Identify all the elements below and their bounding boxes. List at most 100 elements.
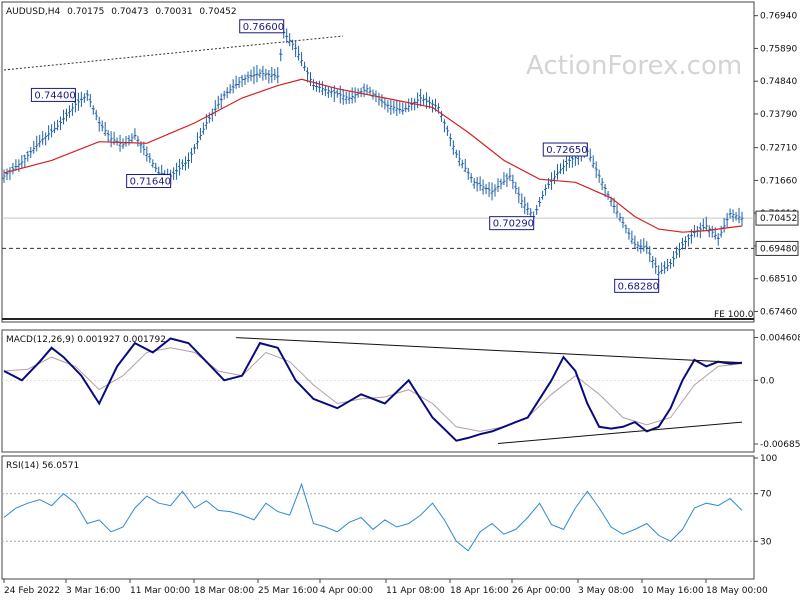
price-bar bbox=[475, 176, 479, 192]
svg-text:0.72650: 0.72650 bbox=[546, 145, 587, 156]
price-bar bbox=[240, 74, 244, 88]
price-bar bbox=[288, 33, 292, 47]
svg-text:0.74400: 0.74400 bbox=[34, 90, 75, 101]
price-bar bbox=[79, 91, 83, 107]
price-bar bbox=[627, 228, 631, 240]
price-bar bbox=[642, 238, 646, 252]
price-bar bbox=[651, 255, 655, 269]
price-bar bbox=[672, 250, 676, 267]
price-bar bbox=[273, 68, 277, 81]
price-bar bbox=[618, 212, 622, 222]
price-bar bbox=[59, 116, 63, 131]
price-bar bbox=[600, 178, 604, 191]
price-bar bbox=[407, 98, 411, 112]
time-axis: 24 Feb 2022 3 Mar 16:00 11 Mar 00:00 18 Mar… bbox=[3, 579, 768, 596]
price-bar bbox=[502, 172, 506, 185]
price-bar bbox=[505, 173, 509, 188]
annotation-label: 0.71640 bbox=[126, 174, 172, 189]
price-bar bbox=[50, 124, 54, 138]
time-tick-label: 3 May 08:00 bbox=[578, 586, 634, 596]
high-value: 0.70473 bbox=[111, 7, 148, 17]
price-bar bbox=[20, 155, 24, 169]
price-bar bbox=[100, 120, 104, 132]
price-bar bbox=[487, 182, 491, 198]
price-bar bbox=[680, 237, 684, 250]
price-bar bbox=[395, 100, 399, 117]
price-bar bbox=[448, 133, 452, 147]
price-bar bbox=[386, 100, 390, 113]
price-bar bbox=[404, 103, 408, 113]
price-tick-label: 0.75890 bbox=[760, 44, 797, 54]
price-bar bbox=[383, 97, 387, 110]
price-bar bbox=[734, 211, 738, 221]
price-bar bbox=[231, 79, 235, 94]
price-bar bbox=[457, 150, 461, 167]
rsi-axis: 100 70 30 bbox=[754, 454, 777, 547]
price-bar bbox=[228, 84, 232, 94]
price-bar bbox=[606, 190, 610, 200]
price-bar bbox=[621, 216, 625, 229]
price-bar bbox=[249, 69, 253, 82]
price-bar bbox=[663, 261, 667, 274]
price-bar bbox=[41, 131, 45, 145]
price-bar bbox=[520, 193, 524, 209]
price-bar bbox=[103, 122, 107, 137]
price-bar bbox=[297, 45, 301, 61]
price-bar bbox=[172, 167, 176, 180]
price-bar bbox=[11, 162, 15, 175]
price-bar bbox=[633, 235, 637, 249]
time-tick-label: 18 May 00:00 bbox=[706, 586, 768, 596]
price-bar bbox=[234, 75, 238, 89]
close-value: 0.70452 bbox=[199, 7, 236, 17]
price-tick-label: 0.74840 bbox=[760, 77, 797, 87]
price-bar bbox=[192, 143, 196, 154]
price-bar bbox=[151, 159, 155, 168]
price-bar bbox=[636, 241, 640, 252]
price-header: AUDUSD,H4 0.70175 0.70473 0.70031 0.7045… bbox=[6, 7, 237, 17]
price-bar bbox=[133, 128, 137, 140]
price-bar bbox=[14, 159, 18, 171]
price-bar bbox=[76, 92, 80, 111]
price-bar bbox=[484, 184, 488, 195]
moving-average-line bbox=[3, 78, 743, 233]
price-bar bbox=[401, 102, 405, 115]
price-bar bbox=[645, 241, 649, 254]
price-bar bbox=[493, 184, 497, 197]
macd-lower-trendline bbox=[497, 421, 743, 444]
symbol-timeframe: AUDUSD,H4 bbox=[6, 7, 61, 17]
price-bar bbox=[514, 181, 518, 194]
price-bar bbox=[222, 90, 226, 100]
price-bar bbox=[175, 162, 179, 180]
price-bar bbox=[64, 108, 68, 122]
price-bar bbox=[145, 146, 149, 162]
price-bar bbox=[398, 101, 402, 114]
annotation-label: 0.70290 bbox=[489, 216, 535, 231]
price-bar bbox=[683, 236, 687, 250]
price-bar bbox=[216, 95, 220, 110]
price-bar bbox=[410, 97, 414, 111]
price-bar bbox=[564, 155, 568, 172]
price-bar bbox=[353, 87, 357, 103]
price-bar bbox=[496, 178, 500, 193]
price-bar bbox=[270, 66, 274, 83]
price-bar bbox=[535, 204, 539, 215]
time-tick-label: 3 Mar 16:00 bbox=[66, 586, 121, 596]
price-bar bbox=[654, 257, 658, 274]
price-bar bbox=[306, 67, 310, 83]
price-axis: 0.76940 0.75890 0.74840 0.73790 0.72710 0.716… bbox=[754, 12, 797, 317]
price-bar bbox=[94, 109, 98, 121]
svg-text:0.71640: 0.71640 bbox=[130, 177, 171, 188]
price-annotations: 0.76600 0.74400 0.71640 0.72650 0.70290 0.682… bbox=[30, 19, 660, 293]
price-bar bbox=[121, 138, 125, 149]
price-bar bbox=[416, 92, 420, 109]
price-bar bbox=[267, 70, 271, 84]
price-bar bbox=[707, 225, 711, 238]
price-bar bbox=[523, 196, 527, 215]
price-bar bbox=[716, 233, 720, 246]
price-bar bbox=[553, 170, 557, 185]
price-bar bbox=[648, 246, 652, 263]
price-bar bbox=[666, 258, 670, 272]
price-panel-frame bbox=[1, 1, 755, 323]
rsi-tick-label: 70 bbox=[760, 490, 772, 500]
